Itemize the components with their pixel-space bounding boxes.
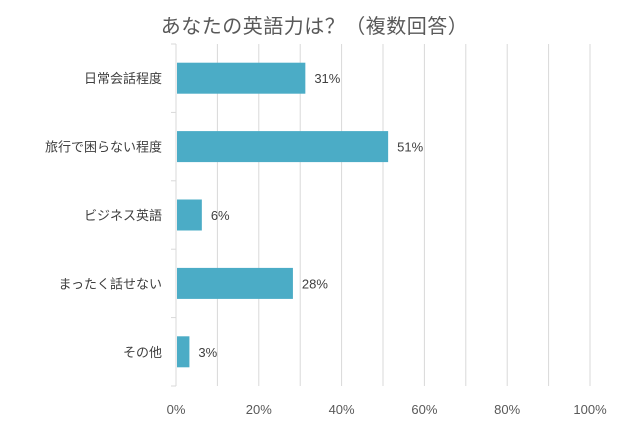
bar — [177, 199, 202, 231]
data-label: 28% — [302, 276, 328, 291]
data-label: 6% — [211, 208, 230, 223]
data-label: 31% — [314, 71, 340, 86]
x-tick-label: 20% — [246, 402, 272, 417]
x-tick-label: 100% — [573, 402, 607, 417]
category-label: ビジネス英語 — [84, 208, 162, 224]
data-label: 3% — [198, 345, 217, 360]
bar — [177, 267, 293, 299]
bar — [177, 62, 306, 94]
x-tick-label: 40% — [329, 402, 355, 417]
category-label: その他 — [123, 346, 162, 361]
category-label: 旅行で困らない程度 — [45, 140, 162, 156]
bar — [177, 336, 190, 368]
data-label: 51% — [397, 140, 423, 155]
x-tick-label: 0% — [167, 402, 186, 417]
category-label: まったく話せない — [59, 276, 162, 292]
category-label: 日常会話程度 — [84, 71, 162, 87]
bar — [177, 131, 389, 163]
x-tick-label: 60% — [411, 402, 437, 417]
chart-title: あなたの英語力は？（複数回答） — [160, 14, 469, 38]
x-tick-label: 80% — [494, 402, 520, 417]
